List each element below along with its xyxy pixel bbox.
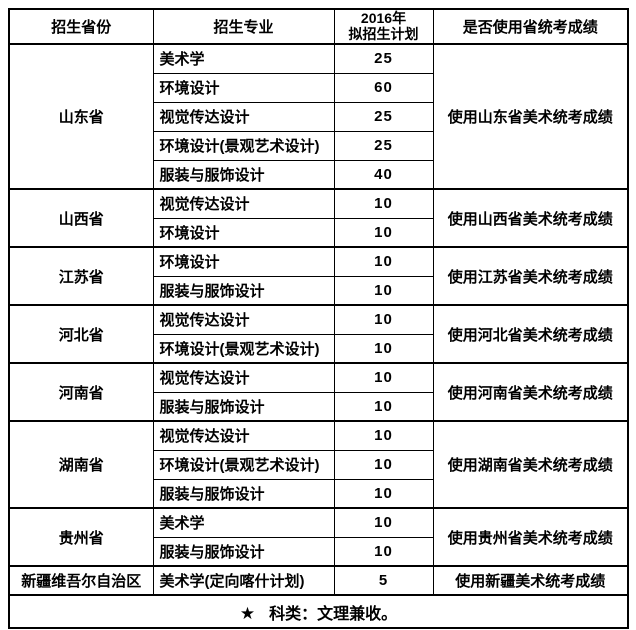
table-row: 山东省 美术学 25 使用山东省美术统考成绩 bbox=[8, 43, 629, 190]
plan-cell: 25 bbox=[333, 101, 434, 132]
table-row: 江苏省 环境设计 10 使用江苏省美术统考成绩 bbox=[8, 246, 629, 306]
table-row: 河北省 视觉传达设计 10 使用河北省美术统考成绩 bbox=[8, 304, 629, 364]
exam-cell: 使用河北省美术统考成绩 bbox=[432, 304, 629, 364]
plan-cell: 10 bbox=[333, 536, 434, 567]
col-header-exam: 是否使用省统考成绩 bbox=[432, 8, 629, 45]
plan-cell: 10 bbox=[333, 188, 434, 219]
table-row: 环境设计(景观艺术设计) 25 bbox=[9, 130, 628, 161]
plan-cell: 25 bbox=[333, 43, 434, 74]
major-cell: 服装与服饰设计 bbox=[152, 478, 335, 509]
plan-cell: 10 bbox=[333, 217, 434, 248]
major-cell: 环境设计 bbox=[152, 246, 335, 277]
col-header-province: 招生省份 bbox=[8, 8, 154, 45]
province-cell: 河南省 bbox=[8, 362, 154, 422]
footer-note-text: 科类：文理兼收。 bbox=[269, 605, 398, 623]
plan-cell: 10 bbox=[333, 449, 434, 480]
plan-cell: 40 bbox=[333, 159, 434, 190]
major-cell: 视觉传达设计 bbox=[152, 101, 335, 132]
major-cell: 视觉传达设计 bbox=[152, 304, 335, 335]
exam-cell: 使用新疆美术统考成绩 bbox=[432, 565, 629, 596]
exam-cell: 使用山西省美术统考成绩 bbox=[432, 188, 629, 248]
major-cell: 视觉传达设计 bbox=[152, 188, 335, 219]
plan-cell: 10 bbox=[333, 507, 434, 538]
table-row: 环境设计(景观艺术设计) 10 bbox=[9, 333, 628, 364]
table-row: 服装与服饰设计 10 bbox=[9, 478, 628, 509]
major-cell: 环境设计 bbox=[152, 217, 335, 248]
province-cell: 贵州省 bbox=[8, 507, 154, 567]
exam-cell: 使用山东省美术统考成绩 bbox=[432, 43, 629, 190]
province-cell: 山东省 bbox=[8, 43, 154, 190]
table-row: 环境设计(景观艺术设计) 10 bbox=[9, 449, 628, 480]
province-cell: 新疆维吾尔自治区 bbox=[8, 565, 154, 596]
enrollment-table: 招生省份 招生专业 2016年 拟招生计划 是否使用省统考成绩 山东省 美术学 … bbox=[8, 8, 629, 629]
table-row: 服装与服饰设计 10 bbox=[9, 391, 628, 422]
col-header-plan: 2016年 拟招生计划 bbox=[333, 8, 434, 45]
plan-cell: 10 bbox=[333, 333, 434, 364]
major-cell: 美术学 bbox=[152, 43, 335, 74]
table-row: 服装与服饰设计 10 bbox=[9, 536, 628, 567]
table-row: 贵州省 美术学 10 使用贵州省美术统考成绩 bbox=[8, 507, 629, 567]
plan-cell: 10 bbox=[333, 391, 434, 422]
star-icon: ★ bbox=[239, 603, 256, 623]
plan-cell: 10 bbox=[333, 304, 434, 335]
table-row: 新疆维吾尔自治区 美术学(定向喀什计划) 5 使用新疆美术统考成绩 bbox=[8, 565, 629, 596]
exam-cell: 使用河南省美术统考成绩 bbox=[432, 362, 629, 422]
table-row: 服装与服饰设计 10 bbox=[9, 275, 628, 306]
plan-cell: 10 bbox=[333, 478, 434, 509]
footer-note-cell: ★ 科类：文理兼收。 bbox=[8, 594, 629, 629]
table-row: 山西省 视觉传达设计 10 使用山西省美术统考成绩 bbox=[8, 188, 629, 248]
province-cell: 山西省 bbox=[8, 188, 154, 248]
exam-cell: 使用贵州省美术统考成绩 bbox=[432, 507, 629, 567]
plan-cell: 60 bbox=[333, 72, 434, 103]
major-cell: 美术学(定向喀什计划) bbox=[152, 565, 335, 596]
major-cell: 环境设计(景观艺术设计) bbox=[152, 333, 335, 364]
province-cell: 河北省 bbox=[8, 304, 154, 364]
major-cell: 环境设计(景观艺术设计) bbox=[152, 130, 335, 161]
footer-row: ★ 科类：文理兼收。 bbox=[8, 594, 629, 629]
major-cell: 视觉传达设计 bbox=[152, 420, 335, 451]
plan-cell: 10 bbox=[333, 275, 434, 306]
table-row: 河南省 视觉传达设计 10 使用河南省美术统考成绩 bbox=[8, 362, 629, 422]
plan-cell: 25 bbox=[333, 130, 434, 161]
table-row: 湖南省 视觉传达设计 10 使用湖南省美术统考成绩 bbox=[8, 420, 629, 509]
province-cell: 江苏省 bbox=[8, 246, 154, 306]
major-cell: 环境设计(景观艺术设计) bbox=[152, 449, 335, 480]
table-row: 环境设计 60 bbox=[9, 72, 628, 103]
plan-cell: 10 bbox=[333, 420, 434, 451]
plan-cell: 10 bbox=[333, 246, 434, 277]
major-cell: 环境设计 bbox=[152, 72, 335, 103]
table-row: 视觉传达设计 25 bbox=[9, 101, 628, 132]
province-cell: 湖南省 bbox=[8, 420, 154, 509]
major-cell: 服装与服饰设计 bbox=[152, 159, 335, 190]
major-cell: 服装与服饰设计 bbox=[152, 391, 335, 422]
major-cell: 视觉传达设计 bbox=[152, 362, 335, 393]
exam-cell: 使用江苏省美术统考成绩 bbox=[432, 246, 629, 306]
col-header-major: 招生专业 bbox=[152, 8, 335, 45]
table-header-row: 招生省份 招生专业 2016年 拟招生计划 是否使用省统考成绩 bbox=[8, 8, 629, 45]
plan-cell: 10 bbox=[333, 362, 434, 393]
plan-cell: 5 bbox=[333, 565, 434, 596]
exam-cell: 使用湖南省美术统考成绩 bbox=[432, 420, 629, 509]
major-cell: 服装与服饰设计 bbox=[152, 536, 335, 567]
table-row: 环境设计 10 bbox=[9, 217, 628, 248]
major-cell: 美术学 bbox=[152, 507, 335, 538]
major-cell: 服装与服饰设计 bbox=[152, 275, 335, 306]
table-row: 服装与服饰设计 40 bbox=[9, 159, 628, 190]
